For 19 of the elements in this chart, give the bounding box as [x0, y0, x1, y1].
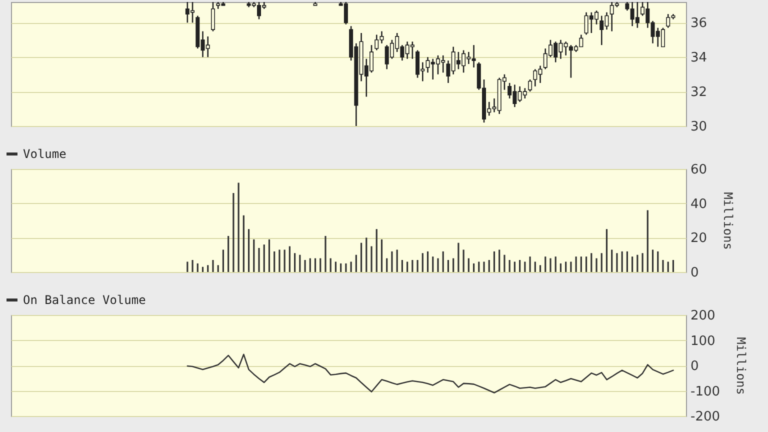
candlestick: [528, 78, 532, 92]
y-tick-label: -200: [690, 410, 720, 424]
y-tick-label: 100: [690, 334, 716, 349]
y-axis-title: Millions: [721, 192, 736, 250]
y-tick-label: 34: [690, 50, 708, 66]
y-tick-label: 30: [690, 120, 708, 134]
y-tick-label: 32: [690, 85, 708, 100]
y-tick-label: 60: [690, 162, 708, 178]
legend-label: On Balance Volume: [23, 293, 146, 307]
y-tick-label: 36: [690, 16, 708, 32]
y-tick-label: 0: [690, 266, 699, 280]
y-axis-title: Millions: [734, 337, 748, 395]
legend-label: Volume: [23, 147, 66, 161]
y-tick-label: 20: [690, 231, 708, 246]
y-tick-label: 200: [690, 308, 716, 324]
y-tick-label: 0: [690, 359, 699, 374]
line-series: [186, 354, 674, 394]
y-tick-label: 40: [690, 196, 708, 212]
y-tick-label: -100: [690, 384, 720, 400]
